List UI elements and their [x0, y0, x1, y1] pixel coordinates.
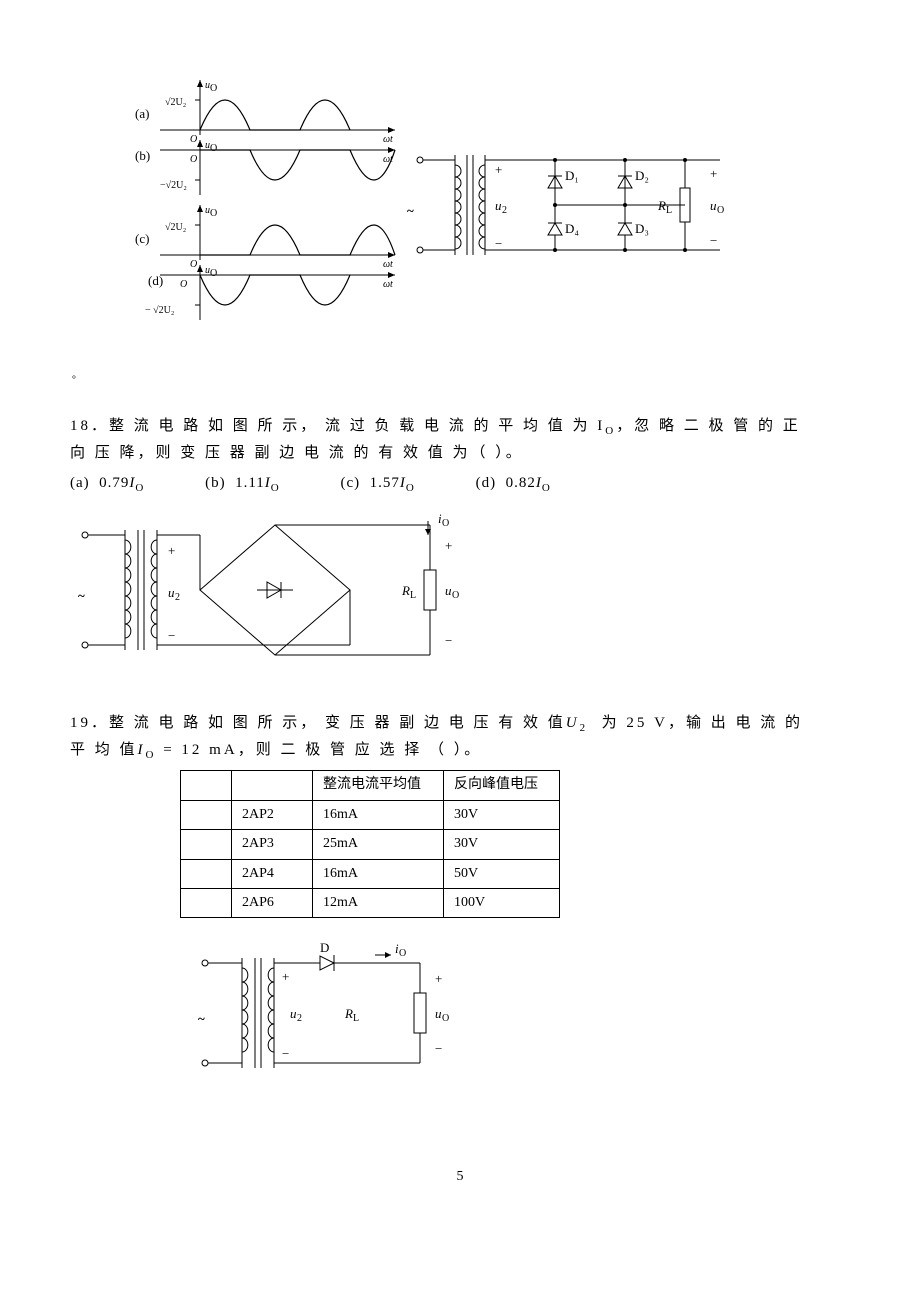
svg-text:−: − — [710, 233, 717, 248]
q18-line1a: 18．整 流 电 路 如 图 所 示， 流 过 负 载 电 流 的 平 均 值 … — [70, 418, 597, 434]
q19-circuit-svg: ~ + u2 − D iO — [190, 938, 510, 1098]
q18-opt-a: (a) 0.79IO — [70, 475, 172, 491]
q19-text: 19．整 流 电 路 如 图 所 示， 变 压 器 副 边 电 压 有 效 值U… — [70, 711, 850, 764]
svg-text:2: 2 — [297, 1013, 302, 1024]
diode-d4-label: D₄ — [565, 221, 579, 236]
svg-text:+: + — [445, 538, 452, 553]
q18-line1b: ，忽 略 二 极 管 的 正 — [616, 418, 801, 434]
diode-d-label: D — [320, 940, 329, 955]
svg-text:u: u — [495, 198, 502, 213]
svg-text:+: + — [495, 162, 502, 177]
plot-b-label: (b) — [135, 148, 150, 163]
th-blank1 — [181, 771, 232, 800]
q18-line2: 向 压 降，则 变 压 器 副 边 电 流 的 有 效 值 为（ ）。 — [70, 445, 524, 461]
th-avg-current: 整流电流平均值 — [313, 771, 444, 800]
svg-text:ωt: ωt — [383, 279, 393, 290]
plot-c-label: (c) — [135, 231, 149, 246]
svg-text:O: O — [210, 208, 217, 219]
q19-line2a: 平 均 值 — [70, 742, 138, 758]
q18-opt-b: (b) 1.11IO — [205, 475, 308, 491]
th-blank2 — [232, 771, 313, 800]
plot-d-ytick: − √2U₂ — [145, 305, 174, 316]
svg-text:u: u — [435, 1006, 442, 1021]
plot-b-ytick: −√2U₂ — [160, 180, 187, 191]
svg-text:O: O — [190, 154, 197, 165]
svg-text:u: u — [445, 583, 452, 598]
svg-text:O: O — [442, 1013, 449, 1024]
svg-text:L: L — [410, 590, 416, 601]
svg-text:L: L — [666, 205, 672, 216]
plot-a-ytick: √2U₂ — [165, 97, 186, 108]
q18-options: (a) 0.79IO (b) 1.11IO (c) 1.57IO (d) 0.8… — [70, 471, 850, 498]
table-header-row: 整流电流平均值 反向峰值电压 — [181, 771, 560, 800]
plot-a-ylabel-sub: O — [210, 83, 217, 94]
q19-line2b: ，则 二 极 管 应 选 择 （ ）。 — [238, 742, 483, 758]
plot-d-label: (d) — [148, 273, 163, 288]
svg-text:O: O — [442, 518, 449, 529]
diode-d3-label: D₃ — [635, 221, 649, 236]
svg-text:R: R — [344, 1006, 353, 1021]
q19-line1a: 19．整 流 电 路 如 图 所 示， 变 压 器 副 边 电 压 有 效 值 — [70, 715, 566, 731]
svg-text:~: ~ — [198, 1011, 205, 1026]
svg-text:O: O — [717, 205, 724, 216]
svg-text:~: ~ — [407, 203, 414, 218]
figure-q17: (a) u O √2U₂ O ωt (b) uO O −√2U₂ ωt — [70, 70, 850, 384]
table-row: 2AP216mA30V — [181, 800, 560, 829]
q18-circuit-svg: ~ + u2 − — [70, 505, 490, 675]
bridge-rectifier-circuit: ~ + u2 − — [407, 155, 724, 255]
page: (a) u O √2U₂ O ωt (b) uO O −√2U₂ ωt — [0, 0, 920, 1229]
svg-text:u: u — [168, 585, 175, 600]
svg-text:~: ~ — [78, 588, 85, 603]
diode-table: 整流电流平均值 反向峰值电压 2AP216mA30V 2AP325mA30V 2… — [180, 770, 560, 918]
svg-text:R: R — [657, 198, 666, 213]
svg-text:u: u — [290, 1006, 297, 1021]
plot-a-xlabel: ωt — [383, 134, 393, 145]
q18-opt-c: (c) 1.57IO — [341, 475, 443, 491]
svg-text:O: O — [399, 948, 406, 959]
svg-text:−: − — [435, 1041, 442, 1056]
plot-a-label: (a) — [135, 106, 149, 121]
diode-d1-label: D₁ — [565, 168, 579, 183]
q18-text: 18．整 流 电 路 如 图 所 示， 流 过 负 载 电 流 的 平 均 值 … — [70, 414, 850, 465]
th-peak-voltage: 反向峰值电压 — [444, 771, 560, 800]
svg-text:O: O — [180, 279, 187, 290]
svg-text:O: O — [210, 268, 217, 279]
svg-text:−: − — [282, 1046, 289, 1061]
svg-text:L: L — [353, 1013, 359, 1024]
svg-text:ωt: ωt — [383, 259, 393, 270]
svg-text:O: O — [210, 143, 217, 154]
plot-c-ytick: √2U₂ — [165, 222, 186, 233]
table-row: 2AP612mA100V — [181, 888, 560, 917]
svg-text:R: R — [401, 583, 410, 598]
page-number: 5 — [70, 1166, 850, 1188]
table-row: 2AP325mA30V — [181, 830, 560, 859]
svg-text:O: O — [452, 590, 459, 601]
svg-text:−: − — [168, 628, 175, 643]
svg-text:−: − — [495, 236, 502, 251]
q19-line1b: 为 25 V，输 出 电 流 的 — [595, 715, 803, 731]
svg-text:O: O — [190, 259, 197, 270]
svg-text:+: + — [435, 971, 442, 986]
svg-text:+: + — [168, 543, 175, 558]
svg-text:+: + — [282, 969, 289, 984]
svg-text:2: 2 — [502, 205, 507, 216]
footnote-mark: 。 — [72, 368, 850, 384]
svg-text:−: − — [445, 633, 452, 648]
svg-text:+: + — [710, 166, 717, 181]
svg-text:ωt: ωt — [383, 154, 393, 165]
waveform-and-bridge-svg: (a) u O √2U₂ O ωt (b) uO O −√2U₂ ωt — [70, 70, 770, 360]
q18-opt-d: (d) 0.82IO — [476, 475, 579, 491]
diode-d2-label: D₂ — [635, 168, 649, 183]
plot-a-origin: O — [190, 134, 197, 145]
svg-text:2: 2 — [175, 592, 180, 603]
table-row: 2AP416mA50V — [181, 859, 560, 888]
svg-text:u: u — [710, 198, 717, 213]
